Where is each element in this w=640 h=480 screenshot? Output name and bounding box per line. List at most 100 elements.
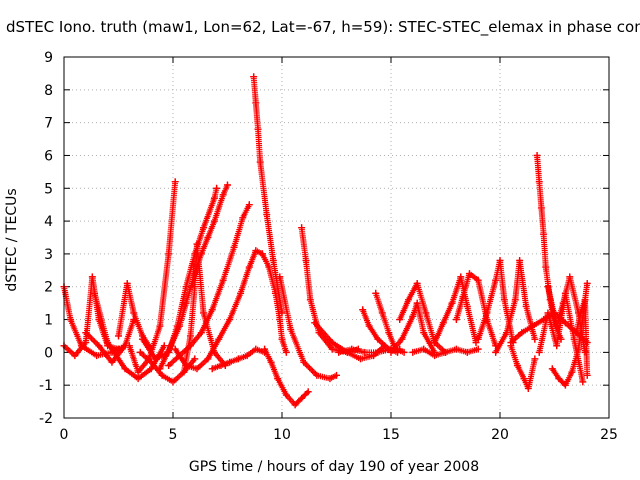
data-point: [263, 211, 271, 219]
data-point: [503, 329, 511, 337]
series-arc36: [572, 296, 591, 379]
data-points: [60, 73, 591, 409]
data-point: [219, 276, 227, 284]
y-tick-label: 8: [44, 83, 53, 99]
series-arc22: [372, 289, 408, 356]
series-arc17: [276, 273, 340, 383]
data-point: [413, 279, 421, 287]
x-tick-label: 5: [169, 427, 178, 443]
data-point: [226, 358, 234, 366]
data-point: [204, 355, 212, 363]
series-markers: [396, 280, 449, 356]
data-point: [138, 335, 146, 343]
y-tick-label: 3: [44, 247, 53, 263]
data-point: [396, 316, 404, 324]
data-point: [356, 355, 364, 363]
data-point: [574, 345, 582, 353]
chart-title: dSTEC Iono. truth (maw1, Lon=62, Lat=-67…: [6, 18, 640, 36]
data-point: [413, 299, 421, 307]
data-point: [67, 316, 75, 324]
data-point: [134, 368, 142, 376]
x-tick-label: 20: [491, 427, 509, 443]
data-point: [176, 322, 184, 330]
series-arc12: [180, 240, 229, 376]
series-arc16: [261, 345, 312, 409]
data-point: [276, 273, 284, 281]
data-point: [463, 348, 471, 356]
data-point: [197, 329, 205, 337]
data-point: [182, 299, 190, 307]
data-point: [123, 279, 131, 287]
series-arc29: [492, 256, 539, 356]
data-point: [165, 250, 173, 258]
series-arc24: [396, 279, 449, 356]
data-point: [374, 348, 382, 356]
data-point: [261, 345, 269, 353]
data-point: [230, 243, 238, 251]
data-point: [548, 365, 556, 373]
series-arc10: [165, 201, 253, 369]
data-point: [134, 375, 142, 383]
data-point: [328, 345, 336, 353]
data-point: [387, 348, 395, 356]
data-point: [442, 348, 449, 356]
tick-labels: 0 5 10 15 20 25 -2 -1 0 1 2 3 4 5 6 7 8 9: [39, 50, 618, 443]
series-markers: [431, 273, 479, 346]
data-point: [95, 342, 103, 350]
data-point: [191, 283, 199, 291]
data-point: [125, 342, 133, 350]
series-arc09: [156, 181, 231, 373]
data-point: [108, 358, 116, 366]
x-tick-label: 10: [273, 427, 291, 443]
data-point: [474, 276, 482, 284]
data-point: [210, 348, 218, 356]
data-point: [496, 256, 504, 264]
data-point: [88, 273, 96, 281]
data-point: [431, 352, 439, 360]
data-point: [313, 371, 321, 379]
data-point: [300, 358, 308, 366]
series-arc18: [298, 224, 362, 356]
series-arc07: [136, 348, 199, 386]
y-tick-label: 0: [44, 345, 53, 361]
series-arc21: [359, 306, 402, 356]
data-point: [304, 388, 312, 396]
data-point: [507, 339, 515, 347]
data-point: [269, 256, 277, 264]
data-point: [245, 201, 253, 209]
data-point: [448, 299, 456, 307]
series-arc05: [115, 279, 155, 353]
data-point: [492, 348, 500, 356]
data-point: [258, 250, 266, 258]
data-point: [210, 217, 218, 225]
data-point: [400, 348, 408, 356]
data-point: [361, 348, 369, 356]
data-point: [156, 322, 164, 330]
data-point: [156, 365, 164, 373]
data-point: [474, 335, 482, 343]
data-point: [213, 184, 221, 192]
data-point: [474, 345, 482, 353]
x-tick-label: 0: [60, 427, 69, 443]
data-point: [171, 345, 179, 353]
data-point: [522, 302, 530, 310]
data-point: [537, 204, 545, 212]
data-point: [169, 378, 177, 386]
data-point: [518, 329, 526, 337]
data-point: [217, 361, 225, 369]
data-point: [553, 322, 561, 330]
data-point: [465, 270, 473, 278]
data-point: [82, 339, 90, 347]
data-point: [265, 263, 273, 271]
data-point: [581, 296, 589, 304]
data-point: [553, 342, 561, 350]
data-point: [180, 368, 188, 376]
data-point: [459, 293, 467, 301]
series-arc26: [431, 273, 480, 347]
data-point: [147, 365, 155, 373]
data-point: [439, 319, 447, 327]
series-arc15: [258, 250, 290, 356]
data-point: [513, 361, 521, 369]
data-point: [245, 263, 253, 271]
data-point: [492, 276, 500, 284]
